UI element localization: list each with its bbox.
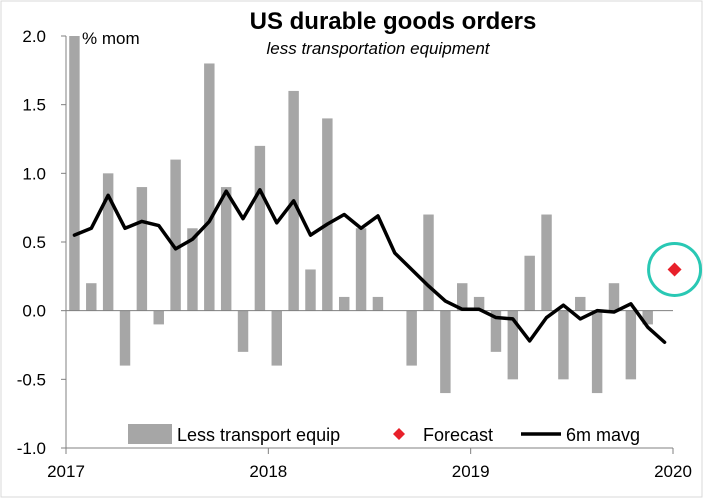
bar <box>558 310 569 380</box>
bar <box>541 214 552 311</box>
bar <box>271 310 282 366</box>
legend-forecast-label: Forecast <box>423 425 493 445</box>
x-tick-label: 2019 <box>452 462 490 481</box>
bar <box>473 296 485 311</box>
mavg-line <box>72 188 667 344</box>
y-tick-label: -0.5 <box>17 370 46 389</box>
bar <box>608 283 620 311</box>
bar <box>423 214 434 311</box>
bar <box>355 228 367 311</box>
bar <box>575 296 586 311</box>
bar <box>372 296 384 311</box>
legend-bar-label: Less transport equip <box>177 425 340 445</box>
x-tick-label: 2017 <box>47 462 85 481</box>
bar <box>507 310 519 380</box>
bar <box>338 296 350 311</box>
bar <box>86 283 97 311</box>
legend: Less transport equip Forecast 6m mavg <box>128 424 640 445</box>
line-series <box>72 188 667 344</box>
bar <box>406 310 417 366</box>
bar <box>254 145 266 311</box>
y-tick-label: 1.0 <box>22 164 46 183</box>
bar <box>187 228 198 311</box>
chart-subtitle: less transportation equipment <box>266 39 490 58</box>
x-tick-label: 2020 <box>654 462 692 481</box>
legend-line-label: 6m mavg <box>566 425 640 445</box>
bar <box>153 310 164 325</box>
bar <box>119 310 131 366</box>
forecast-point <box>667 262 682 277</box>
legend-forecast-swatch <box>393 428 405 440</box>
y-axis-unit-label: % mom <box>82 29 140 48</box>
bar <box>457 283 468 311</box>
bar <box>69 36 80 311</box>
bar <box>625 310 637 380</box>
forecast-highlight-circle <box>647 241 703 297</box>
bar <box>136 187 148 311</box>
chart-title: US durable goods orders <box>250 8 537 35</box>
bar <box>524 255 535 311</box>
bar <box>102 173 114 311</box>
y-tick-label: 0.0 <box>22 302 46 321</box>
bar <box>220 187 232 311</box>
legend-bar-swatch <box>128 424 172 444</box>
y-tick-label: -1.0 <box>17 439 46 458</box>
bar <box>237 310 249 352</box>
bar <box>642 310 653 325</box>
bar <box>322 118 333 311</box>
x-tick-label: 2018 <box>249 462 287 481</box>
forecast-series <box>647 241 703 297</box>
bar <box>440 310 451 394</box>
bar <box>591 310 603 394</box>
bar <box>170 159 181 311</box>
y-tick-label: 2.0 <box>22 27 46 46</box>
bar <box>490 310 502 352</box>
y-tick-label: 0.5 <box>22 233 46 252</box>
y-tick-label: 1.5 <box>22 96 46 115</box>
bar <box>204 63 215 311</box>
bar <box>305 269 316 311</box>
